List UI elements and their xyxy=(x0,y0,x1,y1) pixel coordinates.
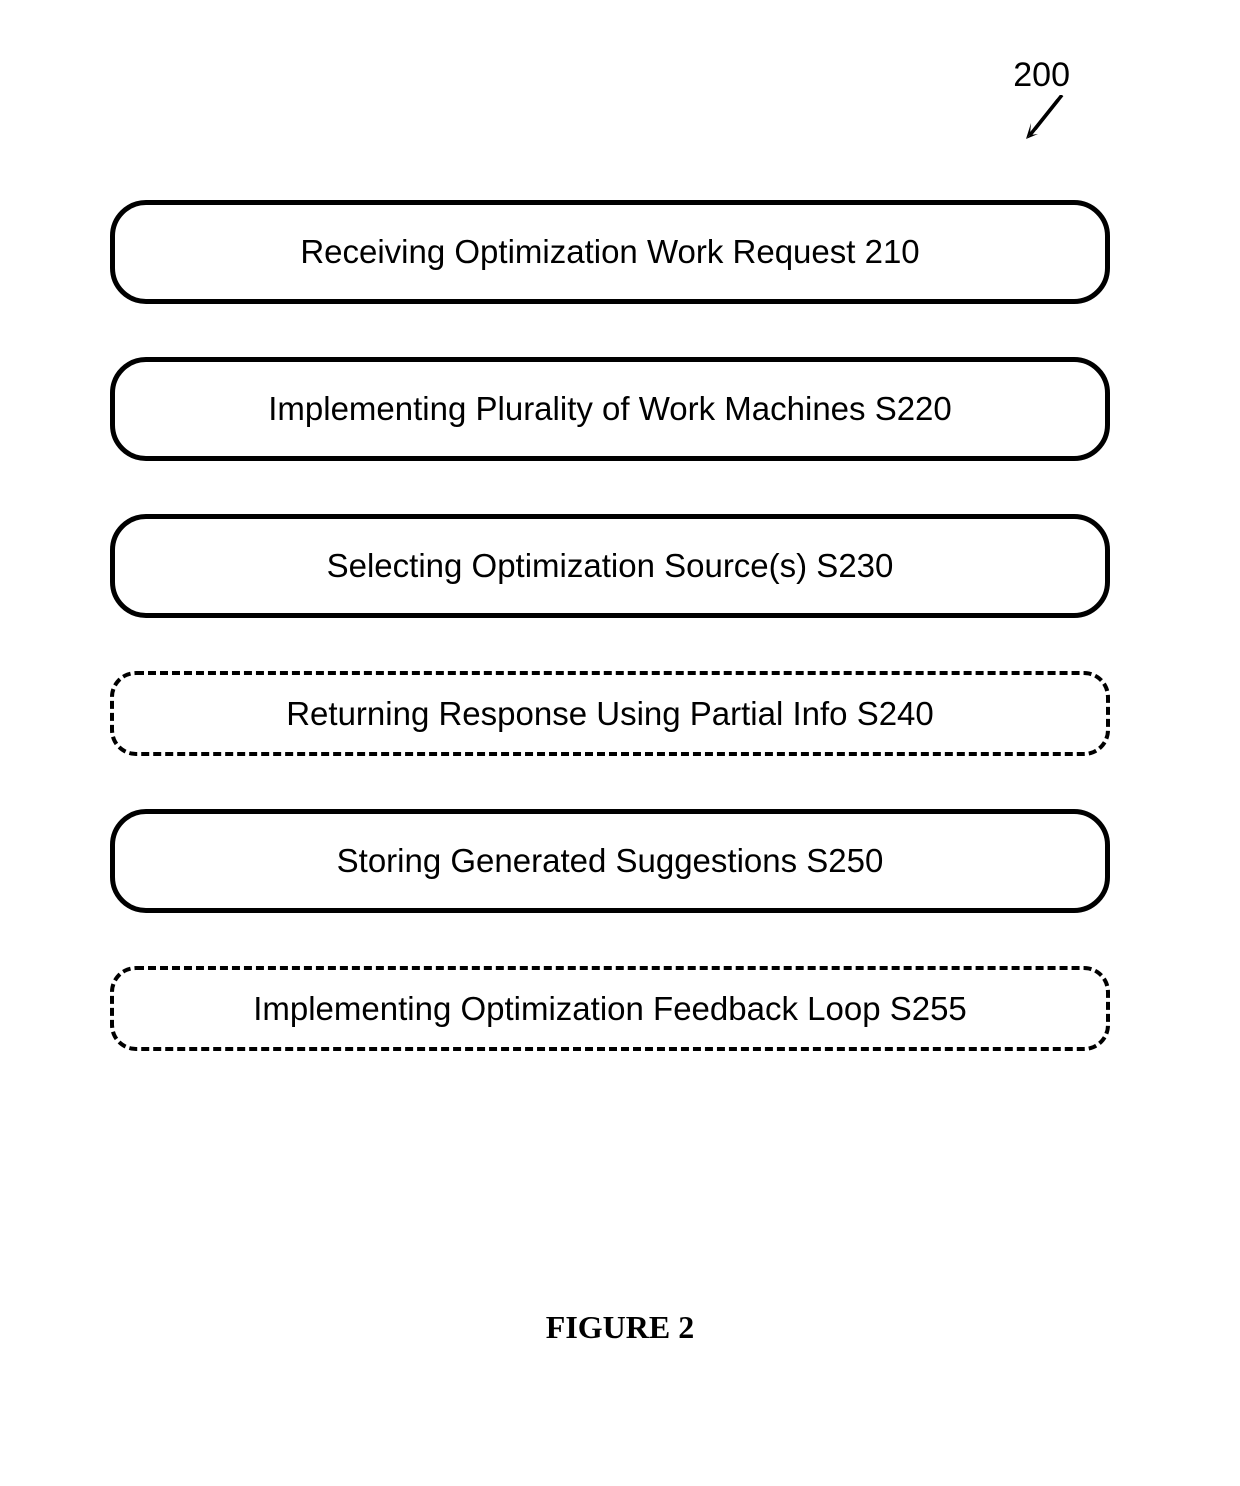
flow-step-6-optional: Implementing Optimization Feedback Loop … xyxy=(110,966,1110,1051)
reference-arrow-icon xyxy=(1020,95,1070,145)
flow-step-4-text: Returning Response Using Partial Info S2… xyxy=(286,695,934,733)
flow-step-3: Selecting Optimization Source(s) S230 xyxy=(110,514,1110,618)
flow-step-4-optional: Returning Response Using Partial Info S2… xyxy=(110,671,1110,756)
flow-step-3-text: Selecting Optimization Source(s) S230 xyxy=(327,547,894,585)
diagram-number-label: 200 xyxy=(1013,56,1070,95)
flow-step-2: Implementing Plurality of Work Machines … xyxy=(110,357,1110,461)
figure-caption: FIGURE 2 xyxy=(546,1309,694,1346)
flow-step-2-text: Implementing Plurality of Work Machines … xyxy=(268,390,952,428)
flow-step-1-text: Receiving Optimization Work Request 210 xyxy=(300,233,919,271)
flow-step-1: Receiving Optimization Work Request 210 xyxy=(110,200,1110,304)
flow-step-6-text: Implementing Optimization Feedback Loop … xyxy=(253,990,967,1028)
flow-step-5-text: Storing Generated Suggestions S250 xyxy=(337,842,884,880)
flow-step-5: Storing Generated Suggestions S250 xyxy=(110,809,1110,913)
flowchart-container: Receiving Optimization Work Request 210 … xyxy=(110,200,1110,1051)
